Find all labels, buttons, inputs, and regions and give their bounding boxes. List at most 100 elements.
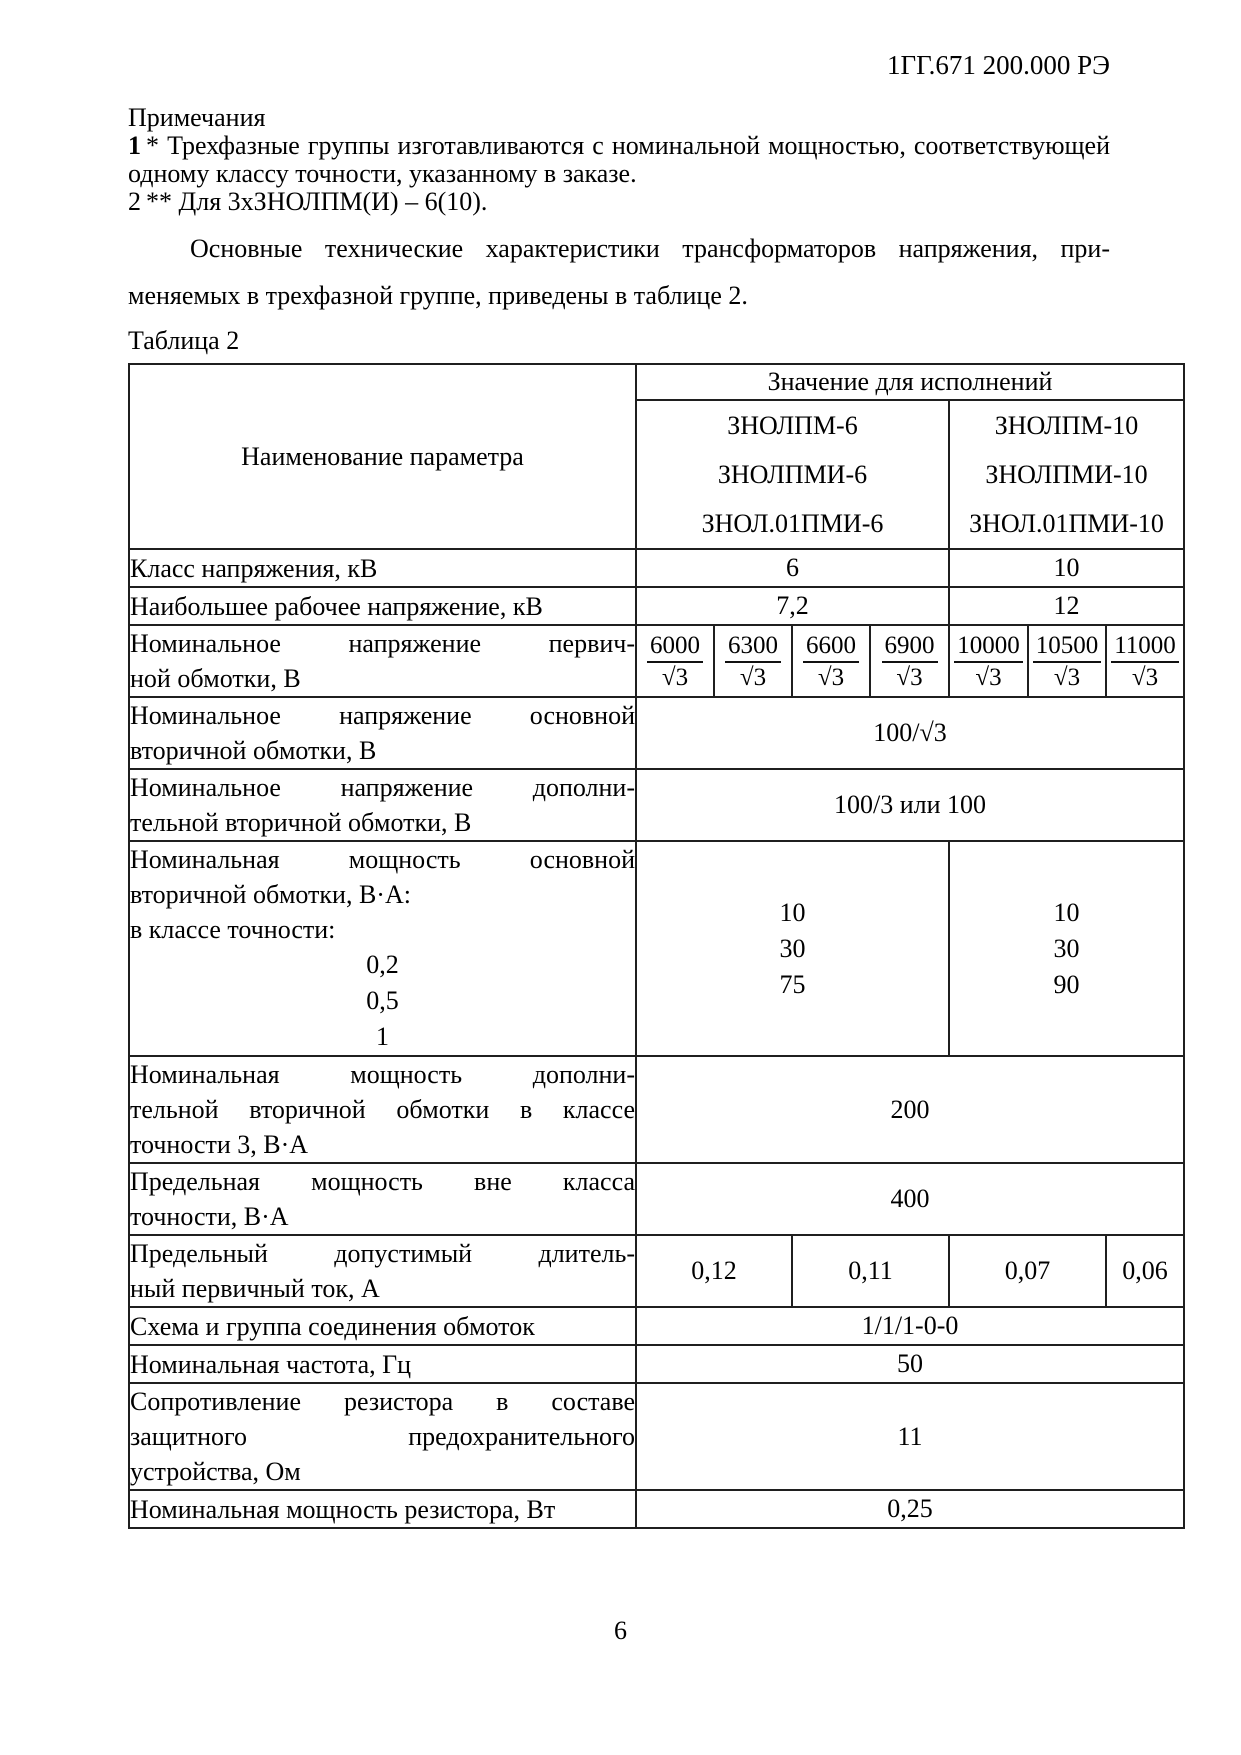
row-secondary-aux-voltage: Номинальное напряжение дополни-тельной в… bbox=[128, 768, 1185, 842]
fraction-numerator: 6000 bbox=[647, 631, 703, 663]
note-1-number: 1 bbox=[128, 131, 141, 160]
group-10-header: ЗНОЛПМ-10 ЗНОЛПМИ-10 ЗНОЛ.01ПМИ-10 bbox=[948, 399, 1185, 550]
values-group-title: Значение для исполнений bbox=[635, 363, 1185, 401]
power-values-6: 10 30 75 bbox=[638, 895, 947, 1003]
text-line: ЗНОЛ.01ПМИ-6 bbox=[701, 509, 884, 538]
fraction-numerator: 10000 bbox=[954, 631, 1023, 663]
value-cell-10: 12 bbox=[948, 586, 1185, 626]
row-limit-current: Предельный допустимый длитель-ный первич… bbox=[128, 1234, 1185, 1308]
text-line: 30 bbox=[1053, 933, 1080, 963]
fraction-denominator: √3 bbox=[1053, 663, 1081, 691]
value-cell: 50 bbox=[635, 1344, 1185, 1384]
text-line: 0,5 bbox=[366, 986, 399, 1015]
text-line: меняемых в трехфазной группе, приведены … bbox=[128, 281, 748, 310]
value-cell-10: 10 bbox=[948, 548, 1185, 588]
param-label: Номинальное напряжение дополни-тельной в… bbox=[128, 768, 637, 842]
text-line: 10 bbox=[1053, 897, 1080, 927]
power-values-10: 10 30 90 bbox=[951, 895, 1182, 1003]
doc-number: 1ГГ.671 200.000 РЭ bbox=[886, 50, 1110, 80]
text-line: Номинальное напряжение первич- bbox=[130, 629, 635, 658]
value-cell-3: 0,07 bbox=[948, 1234, 1107, 1308]
param-label: Предельная мощность вне класса точности, … bbox=[128, 1162, 637, 1236]
text-line: в классе точности: bbox=[130, 915, 336, 944]
spec-table: Наименование параметра Значение для испо… bbox=[128, 363, 1185, 1529]
text-line: Номинальная мощность основной bbox=[130, 845, 635, 874]
value-cell: 100/3 или 100 bbox=[635, 768, 1185, 842]
text-line: вторичной обмотки, В bbox=[130, 736, 377, 765]
text-line: Основные технические характеристики тран… bbox=[190, 234, 1110, 263]
table-caption: Таблица 2 bbox=[128, 326, 240, 355]
text-line: Предельный допустимый длитель- bbox=[130, 1239, 635, 1268]
param-label: Номинальная мощность резистора, Вт bbox=[128, 1489, 637, 1529]
text-line: Номинальное напряжение основной bbox=[130, 701, 635, 730]
header-row-2: ЗНОЛПМ-6 ЗНОЛПМИ-6 ЗНОЛ.01ПМИ-6 ЗНОЛПМ-10 З… bbox=[129, 399, 1185, 550]
param-label: Схема и группа соединения обмоток bbox=[128, 1306, 637, 1346]
row-voltage-class: Класс напряжения, кВ 6 10 bbox=[128, 548, 1185, 588]
notes-title: Примечания bbox=[128, 103, 266, 132]
text-line: тельной вторичной обмотки в классе bbox=[130, 1095, 635, 1124]
value-cell-10: 10 30 90 bbox=[948, 840, 1185, 1057]
value-cell: 200 bbox=[635, 1055, 1185, 1164]
value-cell: 1/1/1-0-0 bbox=[635, 1306, 1185, 1346]
row-rated-power-aux: Номинальная мощность дополни-тельной вто… bbox=[128, 1055, 1185, 1164]
param-label: Класс напряжения, кВ bbox=[128, 548, 637, 588]
param-label: Номинальное напряжение первич-ной обмотк… bbox=[128, 624, 637, 698]
note-2-number: 2 bbox=[128, 187, 141, 216]
param-label: Номинальная мощность дополни-тельной вто… bbox=[128, 1055, 637, 1164]
fraction-numerator: 6600 bbox=[803, 631, 859, 663]
text-line: Предельная мощность вне класса bbox=[130, 1167, 635, 1196]
fraction-cell-10000: 10000 √3 bbox=[948, 624, 1029, 698]
value-cell-2: 0,11 bbox=[791, 1234, 950, 1308]
row-resistor-resistance: Сопротивление резистора в составе защитно… bbox=[128, 1382, 1185, 1491]
text-line: точности, В·А bbox=[130, 1202, 289, 1231]
accuracy-class-values: 0,2 0,5 1 bbox=[131, 947, 634, 1054]
note-2-text: ** Для 3хЗНОЛПМ(И) – 6(10). bbox=[146, 187, 488, 216]
value-cell-6: 10 30 75 bbox=[635, 840, 950, 1057]
param-label: Номинальное напряжение основной вторичной… bbox=[128, 696, 637, 770]
fraction-denominator: √3 bbox=[975, 663, 1002, 691]
row-frequency: Номинальная частота, Гц 50 bbox=[128, 1344, 1185, 1384]
fraction-denominator: √3 bbox=[817, 663, 845, 691]
fraction-cell-10500: 10500 √3 bbox=[1027, 624, 1107, 698]
text-line: защитного предохранительного bbox=[130, 1422, 635, 1451]
fraction-cell-6300: 6300 √3 bbox=[713, 624, 793, 698]
param-label-lines: Номинальная мощность основной вторичной о… bbox=[130, 843, 635, 947]
row-secondary-main-voltage: Номинальное напряжение основной вторичной… bbox=[128, 696, 1185, 770]
param-label: Номинальная мощность основной вторичной о… bbox=[128, 840, 637, 1057]
text-line: устройства, Ом bbox=[130, 1457, 301, 1486]
intro-paragraph: Основные технические характеристики тран… bbox=[128, 225, 1110, 319]
value-cell: 11 bbox=[635, 1382, 1185, 1491]
row-resistor-power: Номинальная мощность резистора, Вт 0,25 bbox=[128, 1489, 1185, 1529]
fraction-denominator: √3 bbox=[896, 663, 923, 691]
fraction-cell-6900: 6900 √3 bbox=[869, 624, 950, 698]
text-line: Сопротивление резистора в составе bbox=[130, 1387, 635, 1416]
text-line: ЗНОЛПМИ-10 bbox=[985, 460, 1148, 489]
group-6-header: ЗНОЛПМ-6 ЗНОЛПМИ-6 ЗНОЛ.01ПМИ-6 bbox=[635, 399, 950, 550]
fraction-cell-6000: 6000 √3 bbox=[635, 624, 715, 698]
text-line: точности 3, В·А bbox=[130, 1130, 309, 1159]
row-primary-voltage: Номинальное напряжение первич-ной обмотк… bbox=[128, 624, 1185, 698]
param-label: Предельный допустимый длитель-ный первич… bbox=[128, 1234, 637, 1308]
fraction-numerator: 10500 bbox=[1032, 631, 1102, 663]
value-cell-6: 7,2 bbox=[635, 586, 950, 626]
fraction-cell-11000: 11000 √3 bbox=[1105, 624, 1185, 698]
row-rated-power-main: Номинальная мощность основной вторичной о… bbox=[128, 840, 1185, 1057]
page-content: Примечания 1 * Трехфазные группы изготавл… bbox=[128, 103, 1185, 1529]
text-line: вторичной обмотки, В·А: bbox=[130, 880, 411, 909]
text-line: Номинальное напряжение дополни- bbox=[130, 773, 635, 802]
text-line: 30 bbox=[779, 933, 806, 963]
text-line: ный первичный ток, А bbox=[130, 1274, 380, 1303]
row-max-voltage: Наибольшее рабочее напряжение, кВ 7,2 12 bbox=[128, 586, 1185, 626]
param-column-header: Наименование параметра bbox=[128, 363, 637, 550]
header-row-1: Наименование параметра Значение для испо… bbox=[128, 363, 1185, 550]
text-line: 10 bbox=[779, 897, 806, 927]
text-line: 1 bbox=[376, 1022, 389, 1051]
fraction-cell-6600: 6600 √3 bbox=[791, 624, 871, 698]
fraction-denominator: √3 bbox=[1131, 663, 1159, 691]
fraction-numerator: 6900 bbox=[881, 631, 938, 663]
text-line: ной обмотки, В bbox=[130, 664, 301, 693]
text-line: ЗНОЛПМ-10 bbox=[994, 411, 1139, 440]
row-winding-scheme: Схема и группа соединения обмоток 1/1/1-… bbox=[128, 1306, 1185, 1346]
fraction-denominator: √3 bbox=[661, 663, 689, 691]
